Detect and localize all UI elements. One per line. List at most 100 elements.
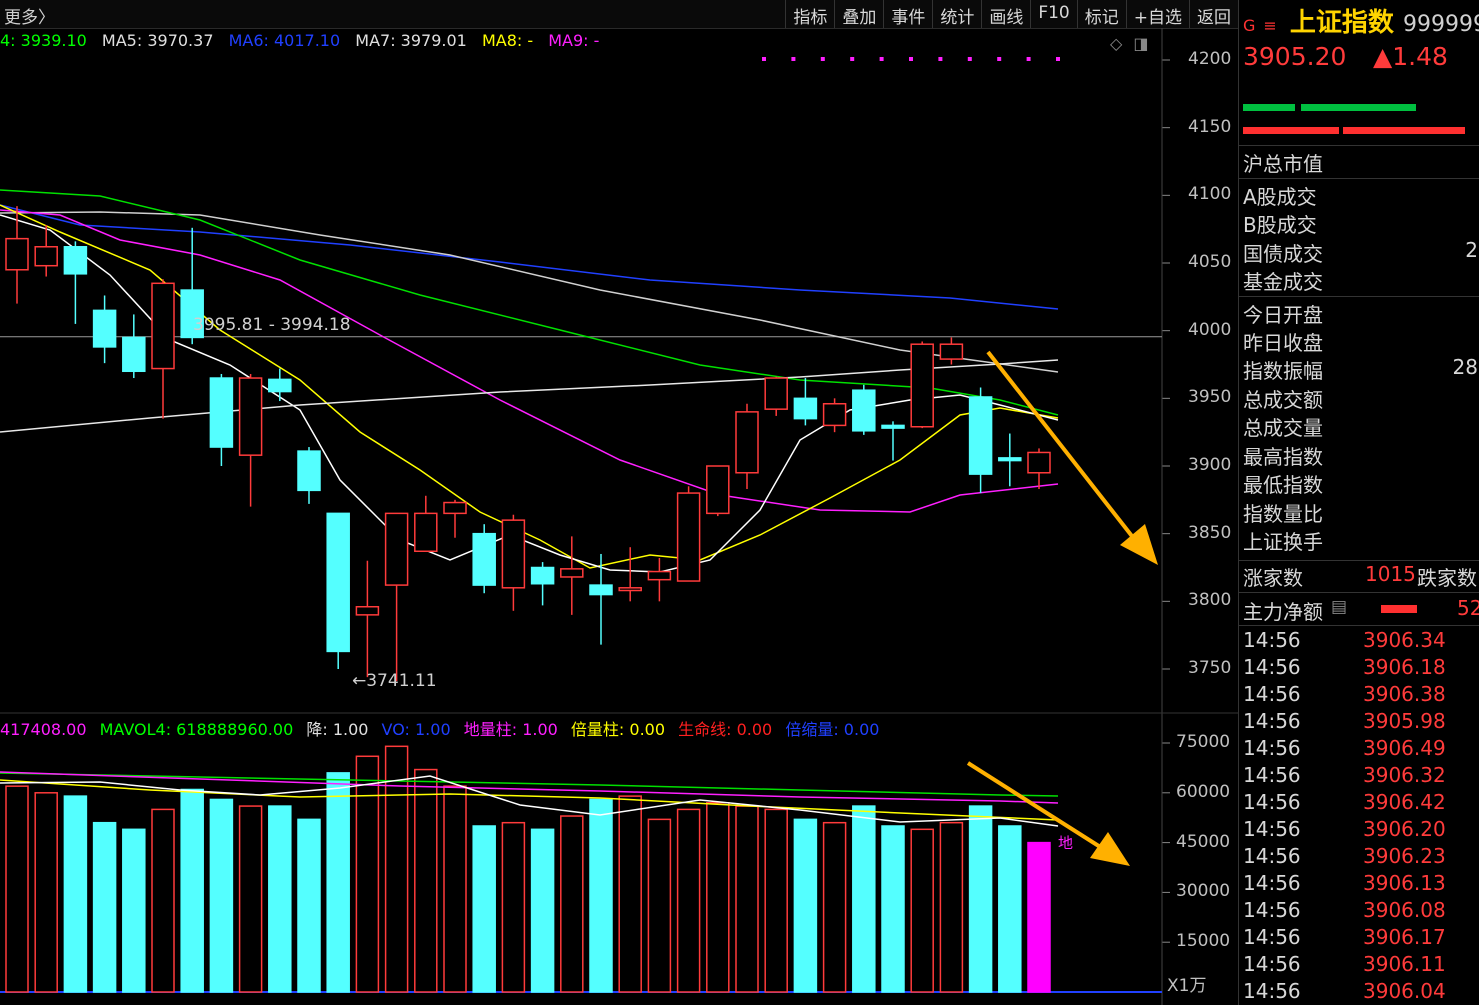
buy-bar	[1301, 104, 1416, 111]
quote-field-label: A股成交	[1243, 185, 1317, 209]
list-icon[interactable]: ▤	[1331, 597, 1348, 617]
volume-bar	[414, 768, 438, 993]
marker-dot	[1026, 57, 1031, 61]
menu-item-indicator[interactable]: 指标	[785, 0, 834, 28]
marker-dot	[1056, 57, 1060, 61]
price-axis-tick: 4000	[1188, 319, 1232, 340]
vol-ma-yellow	[0, 779, 1059, 821]
volume-bar	[355, 755, 380, 993]
candle-body	[968, 396, 993, 475]
price-axis-tick: 4200	[1188, 49, 1232, 69]
diamond-icon[interactable]: ◇	[1110, 34, 1123, 53]
candle-body	[151, 282, 175, 370]
menu-item-overlay[interactable]: 叠加	[834, 0, 883, 28]
menu-item-f10[interactable]: F10	[1030, 0, 1076, 28]
quote-field-label: 沪总市值	[1243, 152, 1323, 176]
tick-row: 14:56 3906.49	[1243, 736, 1446, 760]
tick-time: 14:56	[1243, 871, 1301, 895]
tick-time: 14:56	[1243, 790, 1301, 814]
candle-body	[238, 377, 263, 456]
candle-body	[530, 566, 555, 585]
tick-price: 3906.20	[1363, 817, 1446, 841]
tick-price: 3906.49	[1363, 736, 1446, 760]
vol-legend-item: 倍量柱: 0.00	[570, 720, 666, 739]
candle-body	[122, 336, 146, 373]
ma-legend-item: MA5: 3970.37	[101, 31, 214, 50]
volume-axis-tick: 75000	[1176, 732, 1231, 752]
main-flow-value: 52	[1457, 596, 1479, 620]
panel-toggle-icon[interactable]: ◨	[1133, 34, 1149, 53]
trend-arrow-head	[1120, 524, 1158, 565]
marker-dot	[850, 57, 855, 61]
candle-body	[63, 246, 88, 275]
candle-body	[209, 377, 234, 448]
more-button[interactable]: 更多〉	[4, 8, 55, 28]
volume-bar	[122, 828, 146, 993]
volume-bar	[63, 795, 88, 993]
candle-body	[5, 237, 29, 271]
candlestick-chart[interactable]	[0, 0, 1238, 1005]
tick-price: 3906.23	[1363, 844, 1446, 868]
menu-item-back[interactable]: 返回	[1189, 0, 1238, 28]
tick-time: 14:56	[1243, 709, 1301, 733]
volume-unit-label: X1万	[1167, 976, 1207, 996]
advance-value: 1015	[1365, 562, 1416, 586]
menu-item-draw[interactable]: 画线	[981, 0, 1030, 28]
ma4-line	[0, 189, 1059, 416]
menu-item-events[interactable]: 事件	[883, 0, 932, 28]
marker-dot	[820, 57, 825, 61]
tick-price: 3906.18	[1363, 655, 1446, 679]
trend-arrow	[986, 350, 1137, 542]
ma7-line	[0, 211, 1059, 373]
tick-time: 14:56	[1243, 655, 1301, 679]
menu-item-add-watchlist[interactable]: +自选	[1125, 0, 1189, 28]
volume-bar	[706, 802, 730, 993]
advance-label: 涨家数	[1243, 566, 1303, 590]
index-name: 上证指数	[1289, 8, 1394, 38]
volume-bar	[647, 818, 672, 993]
volume-bar	[5, 785, 29, 993]
candle-body	[34, 246, 58, 267]
vol-legend-item: VO: 1.00	[381, 720, 451, 739]
volume-axis-tick: 45000	[1176, 831, 1231, 852]
vol-legend-item: MAVOL4: 618888960.00	[99, 720, 294, 739]
volume-bar	[822, 821, 847, 993]
quote-field-label: 昨日收盘	[1243, 331, 1323, 355]
candle-body	[939, 343, 964, 360]
volume-bar	[530, 828, 555, 993]
low-price-label: ←3741.11	[352, 671, 437, 691]
quote-field-label: B股成交	[1243, 213, 1317, 237]
volume-bar	[443, 785, 467, 993]
marker-dot	[909, 57, 913, 61]
quote-field-label: 指数振幅	[1243, 359, 1323, 383]
candle-body	[618, 587, 642, 592]
tick-time: 14:56	[1243, 682, 1301, 706]
price-axis-tick: 3800	[1188, 590, 1232, 611]
candle-body	[589, 584, 613, 596]
volume-bar	[326, 772, 350, 993]
ma-long-line	[0, 359, 1059, 433]
marker-dot	[762, 57, 766, 61]
chart-toolbar: 更多〉 指标 叠加 事件 统计 画线 F10 标记 +自选 返回	[0, 0, 1238, 29]
menu-item-mark[interactable]: 标记	[1076, 0, 1126, 28]
volume-bar	[384, 745, 409, 993]
main-flow-label: 主力净额	[1243, 600, 1323, 624]
ma9-line	[0, 209, 1059, 513]
menu-item-stats[interactable]: 统计	[932, 0, 981, 28]
menu-lines-icon[interactable]: ≡	[1263, 16, 1277, 35]
volume-bar	[472, 825, 496, 993]
main-flow-bar	[1381, 605, 1417, 613]
price-axis-tick: 3950	[1188, 387, 1232, 408]
quote-field-label: 今日开盘	[1243, 303, 1323, 327]
candle-body	[268, 378, 292, 393]
tick-price: 3906.34	[1363, 628, 1446, 652]
tick-price: 3906.42	[1363, 790, 1446, 814]
volume-bar	[1027, 841, 1051, 993]
candle-body	[793, 397, 818, 420]
volume-bar	[968, 805, 993, 993]
candle-body	[764, 377, 788, 410]
toolbar-menu: 指标 叠加 事件 统计 画线 F10 标记 +自选 返回	[785, 0, 1238, 28]
quote-field-label: 国债成交	[1243, 242, 1323, 266]
sell-bar	[1343, 127, 1465, 134]
tick-price: 3906.11	[1363, 952, 1446, 976]
